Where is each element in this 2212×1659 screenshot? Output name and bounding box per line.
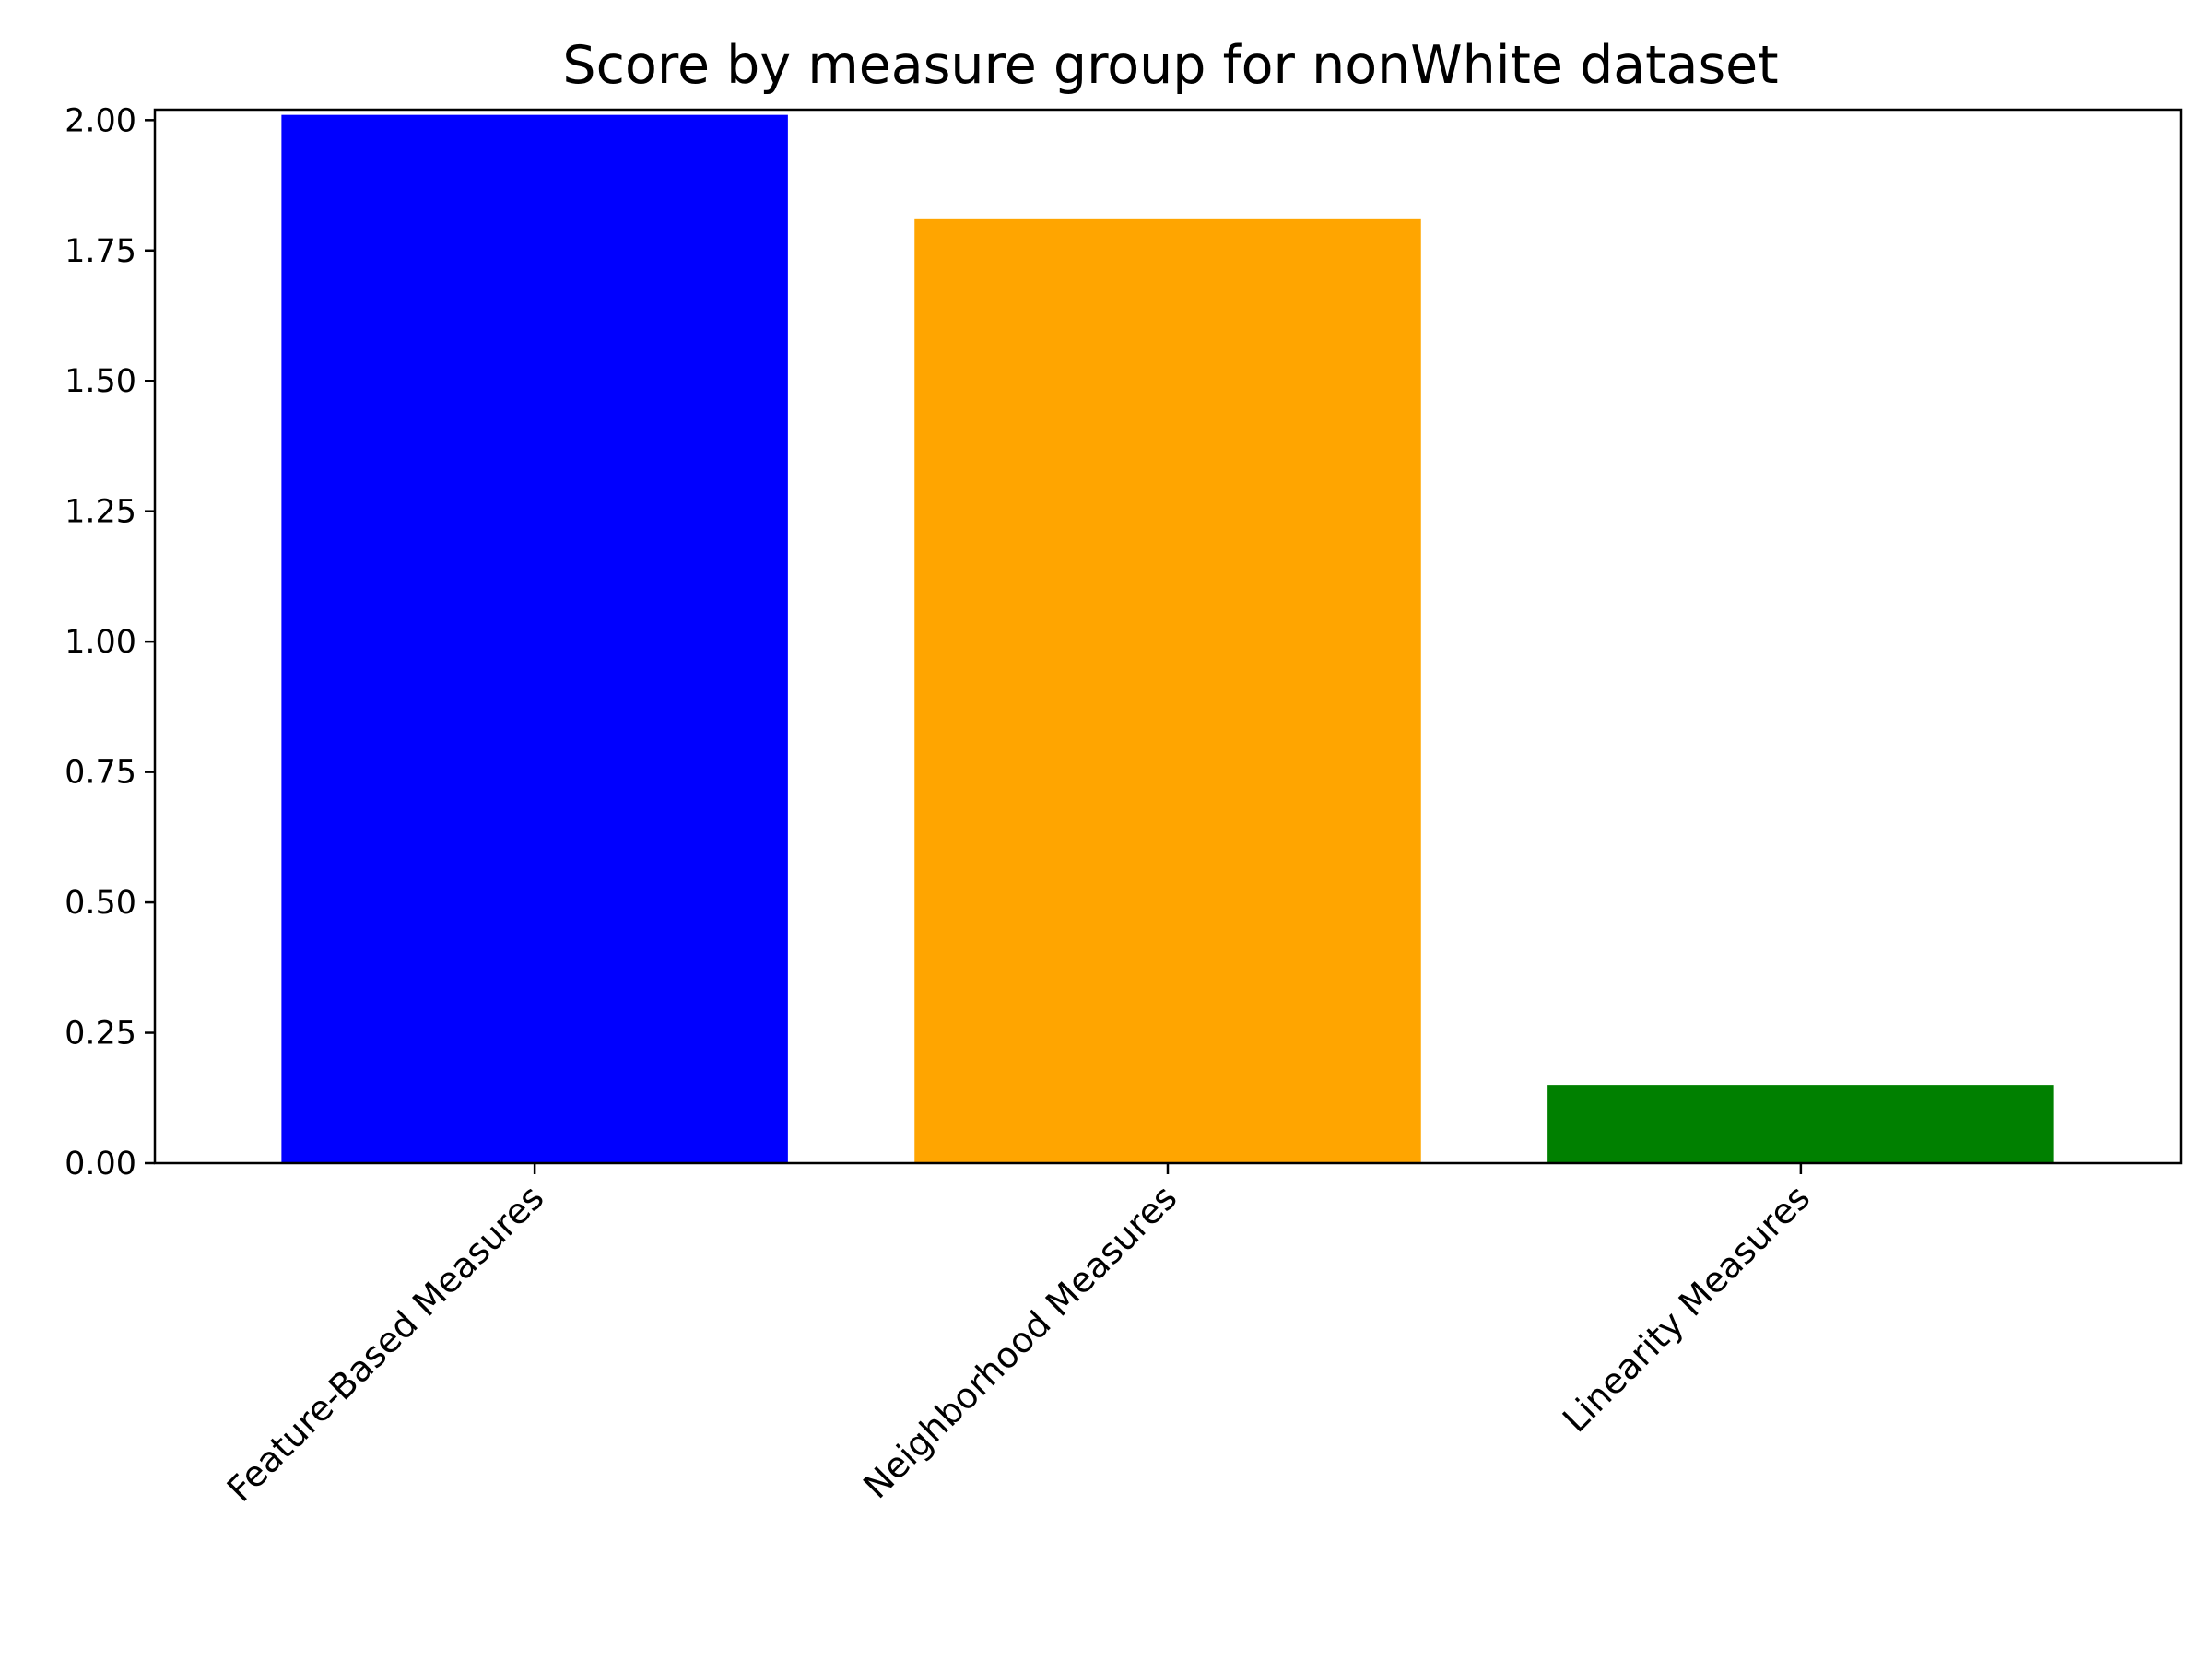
y-tick-label: 0.00 — [65, 1146, 136, 1182]
x-axis: Feature-Based Measures Neighborhood Measu… — [219, 1163, 1818, 1510]
bars-group — [281, 114, 2054, 1163]
y-tick-label: 1.75 — [65, 233, 136, 270]
y-tick-label: 0.25 — [65, 1016, 136, 1053]
y-tick-label: 1.50 — [65, 363, 136, 400]
plot-frame — [153, 108, 2183, 1165]
x-tick-label: Linearity Measures — [1555, 1177, 1818, 1440]
bar-1 — [281, 114, 788, 1163]
bar-2 — [914, 218, 1421, 1163]
bar-3 — [1547, 1085, 2054, 1163]
y-tick-label: 1.00 — [65, 624, 136, 661]
chart-title: Score by measure group for nonWhite data… — [562, 35, 1778, 96]
y-tick-label: 0.75 — [65, 755, 136, 792]
y-axis: 0.00 0.25 0.50 0.75 1.00 1.25 1.50 1.75 2.00 — [65, 102, 155, 1182]
x-tick-label: Feature-Based Measures — [219, 1177, 552, 1510]
x-tick-label: Neighborhood Measures — [855, 1177, 1184, 1506]
y-tick-label: 0.50 — [65, 885, 136, 922]
y-tick-label: 1.25 — [65, 494, 136, 531]
y-tick-label: 2.00 — [65, 102, 136, 139]
